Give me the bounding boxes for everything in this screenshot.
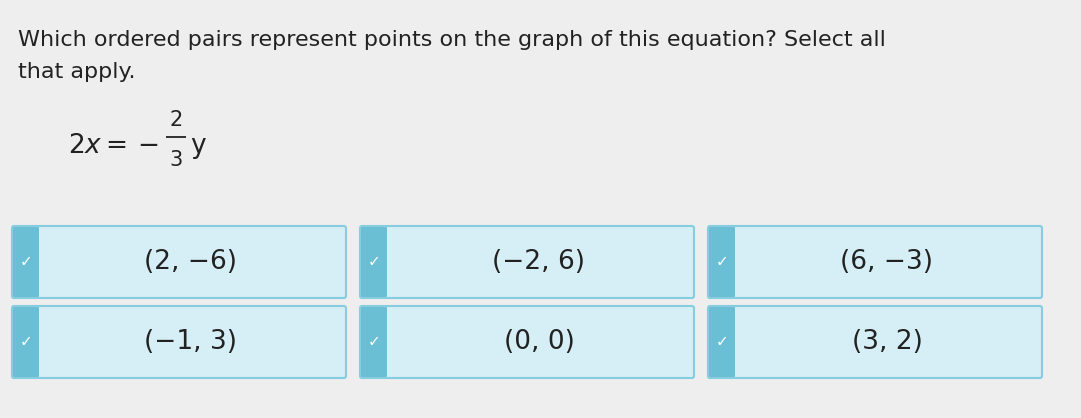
Text: $2x = -$: $2x = -$ [68, 133, 159, 159]
FancyBboxPatch shape [361, 227, 387, 297]
Text: ✓: ✓ [368, 334, 381, 349]
Text: (3, 2): (3, 2) [852, 329, 922, 355]
FancyBboxPatch shape [361, 307, 387, 377]
FancyBboxPatch shape [360, 226, 694, 298]
Text: ✓: ✓ [716, 334, 729, 349]
Text: 2: 2 [170, 110, 183, 130]
Text: (2, −6): (2, −6) [145, 249, 238, 275]
Text: that apply.: that apply. [18, 62, 135, 82]
FancyBboxPatch shape [12, 306, 346, 378]
Text: (0, 0): (0, 0) [504, 329, 574, 355]
FancyBboxPatch shape [360, 306, 694, 378]
Text: (−2, 6): (−2, 6) [493, 249, 586, 275]
Text: y: y [190, 133, 205, 159]
FancyBboxPatch shape [13, 307, 39, 377]
FancyBboxPatch shape [709, 307, 735, 377]
Text: ✓: ✓ [368, 255, 381, 270]
Text: (−1, 3): (−1, 3) [145, 329, 238, 355]
Text: ✓: ✓ [19, 334, 32, 349]
Text: (6, −3): (6, −3) [841, 249, 934, 275]
FancyBboxPatch shape [708, 226, 1042, 298]
FancyBboxPatch shape [12, 226, 346, 298]
FancyBboxPatch shape [708, 306, 1042, 378]
Text: Which ordered pairs represent points on the graph of this equation? Select all: Which ordered pairs represent points on … [18, 30, 885, 50]
Text: ✓: ✓ [716, 255, 729, 270]
Text: ✓: ✓ [19, 255, 32, 270]
FancyBboxPatch shape [13, 227, 39, 297]
FancyBboxPatch shape [709, 227, 735, 297]
Text: 3: 3 [170, 150, 183, 170]
